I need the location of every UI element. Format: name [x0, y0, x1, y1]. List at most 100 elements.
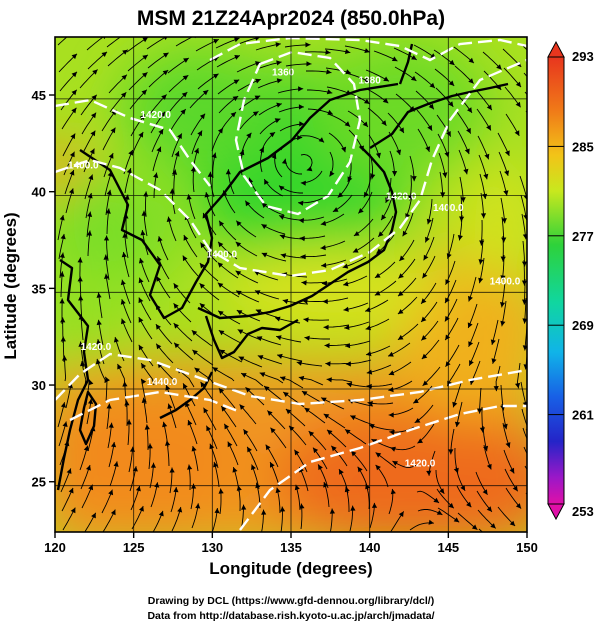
streamline-arrowhead: [374, 290, 381, 296]
streamline-arrowhead: [364, 77, 370, 83]
streamline-arrowhead: [448, 449, 454, 455]
streamline-arrowhead: [158, 510, 164, 517]
streamline-arrowhead: [162, 70, 169, 76]
streamline-arrowhead: [172, 169, 178, 175]
streamline-arrowhead: [141, 397, 147, 403]
streamline-arrowhead: [141, 210, 147, 216]
streamline-arrowhead: [274, 118, 281, 124]
streamline-arrowhead: [236, 310, 243, 315]
streamline-arrowhead: [230, 112, 236, 118]
x-tick-label: 130: [201, 540, 223, 555]
contour-1420-north: [55, 98, 211, 187]
streamline-arrowhead: [453, 517, 460, 523]
streamline-arrowhead: [351, 451, 357, 457]
streamline-arrowhead: [169, 467, 175, 473]
streamline-arrowhead: [399, 127, 404, 133]
streamline-arrowhead: [165, 440, 171, 446]
streamline-arrowhead: [241, 504, 247, 510]
streamline-arrowhead: [153, 172, 159, 178]
streamline-arrowhead: [422, 380, 429, 386]
streamline-arrowhead: [468, 57, 474, 64]
streamline-arrowhead: [203, 407, 209, 414]
streamline-arrowhead: [235, 241, 242, 248]
streamline-arrowhead: [89, 148, 95, 155]
streamline-arrowhead: [369, 424, 375, 429]
streamline-arrowhead: [536, 59, 541, 64]
streamline-arrowhead: [365, 483, 371, 490]
streamline-arrowhead: [464, 148, 470, 155]
streamline-arrowhead: [111, 442, 117, 448]
streamline-arrowhead: [371, 439, 378, 444]
streamline-arrowhead: [500, 302, 506, 308]
streamline-arrowhead: [255, 61, 261, 67]
streamline-arrowhead: [426, 218, 432, 225]
streamline-arrowhead: [60, 317, 66, 323]
streamline-arrowhead: [486, 124, 491, 131]
streamline-arrowhead: [535, 107, 540, 113]
streamline-arrowhead: [523, 195, 527, 200]
streamline-arrowhead: [126, 168, 132, 174]
streamline-arrowhead: [389, 430, 395, 436]
streamline-arrowhead: [531, 464, 536, 470]
streamline-arrowhead: [490, 523, 496, 529]
streamline-arrowhead: [218, 241, 224, 248]
streamline-arrowhead: [366, 351, 372, 357]
streamline-arrowhead: [323, 482, 329, 488]
streamline-arrowhead: [174, 151, 180, 157]
streamline-arrowhead: [106, 189, 112, 196]
streamline-arrowhead: [183, 383, 188, 389]
streamline-arrowhead: [413, 398, 419, 404]
streamline-arrowhead: [277, 353, 283, 359]
streamline-arrowhead: [187, 420, 193, 426]
colorbar-tick-label: 293: [572, 49, 594, 64]
streamline-arrowhead: [68, 487, 74, 494]
streamline-arrowhead: [515, 81, 521, 88]
streamline-arrowhead: [234, 37, 240, 43]
coastline-japan-south: [204, 315, 299, 360]
streamline-arrowhead: [59, 271, 65, 277]
streamline-arrowhead: [158, 129, 164, 135]
streamline-arrowhead: [265, 444, 271, 451]
streamline-arrowhead: [139, 114, 145, 120]
streamline-arrowhead: [326, 69, 332, 75]
streamline-arrowhead: [421, 335, 427, 341]
streamline-arrowhead: [187, 464, 193, 470]
streamline-arrowhead: [388, 387, 394, 393]
streamline-arrowhead: [504, 150, 510, 156]
streamline-arrowhead: [496, 64, 502, 70]
streamline-arrowhead: [270, 462, 275, 468]
streamline-arrowhead: [264, 386, 270, 392]
streamline-arrowhead: [390, 446, 396, 452]
streamline-arrowhead: [422, 272, 428, 279]
streamline-arrowhead: [320, 245, 326, 251]
streamline-arrowhead: [126, 419, 132, 425]
streamline-arrowhead: [113, 337, 119, 343]
streamline-arrowhead: [298, 86, 304, 92]
streamline-arrowhead: [144, 424, 150, 430]
streamline-arrowhead: [212, 367, 219, 373]
streamline-arrowhead: [200, 242, 206, 249]
streamline-arrowhead: [364, 48, 370, 53]
streamline: [526, 130, 527, 131]
streamline-arrowhead: [135, 485, 141, 492]
streamline-arrowhead: [428, 103, 434, 110]
streamline-arrowhead: [261, 252, 268, 258]
streamline-arrowhead: [466, 501, 472, 508]
streamline-arrowhead: [259, 372, 266, 378]
contour-label: 1400.0: [206, 249, 237, 260]
streamline-arrowhead: [236, 485, 242, 491]
streamline-arrowhead: [522, 318, 527, 324]
streamline-arrowhead: [245, 200, 251, 207]
streamline-arrowhead: [122, 381, 128, 387]
streamline-arrowhead: [122, 232, 128, 238]
streamline-arrowhead: [138, 297, 144, 304]
streamline-arrowhead: [96, 319, 102, 326]
streamline-arrowhead: [521, 280, 527, 286]
streamline-arrowhead: [138, 132, 144, 138]
streamline-arrowhead: [106, 403, 112, 409]
streamline-arrowhead: [238, 356, 245, 362]
streamline-arrowhead: [414, 418, 421, 423]
streamline: [526, 512, 527, 513]
streamline-arrowhead: [202, 90, 209, 96]
streamline-arrowhead: [261, 509, 267, 515]
